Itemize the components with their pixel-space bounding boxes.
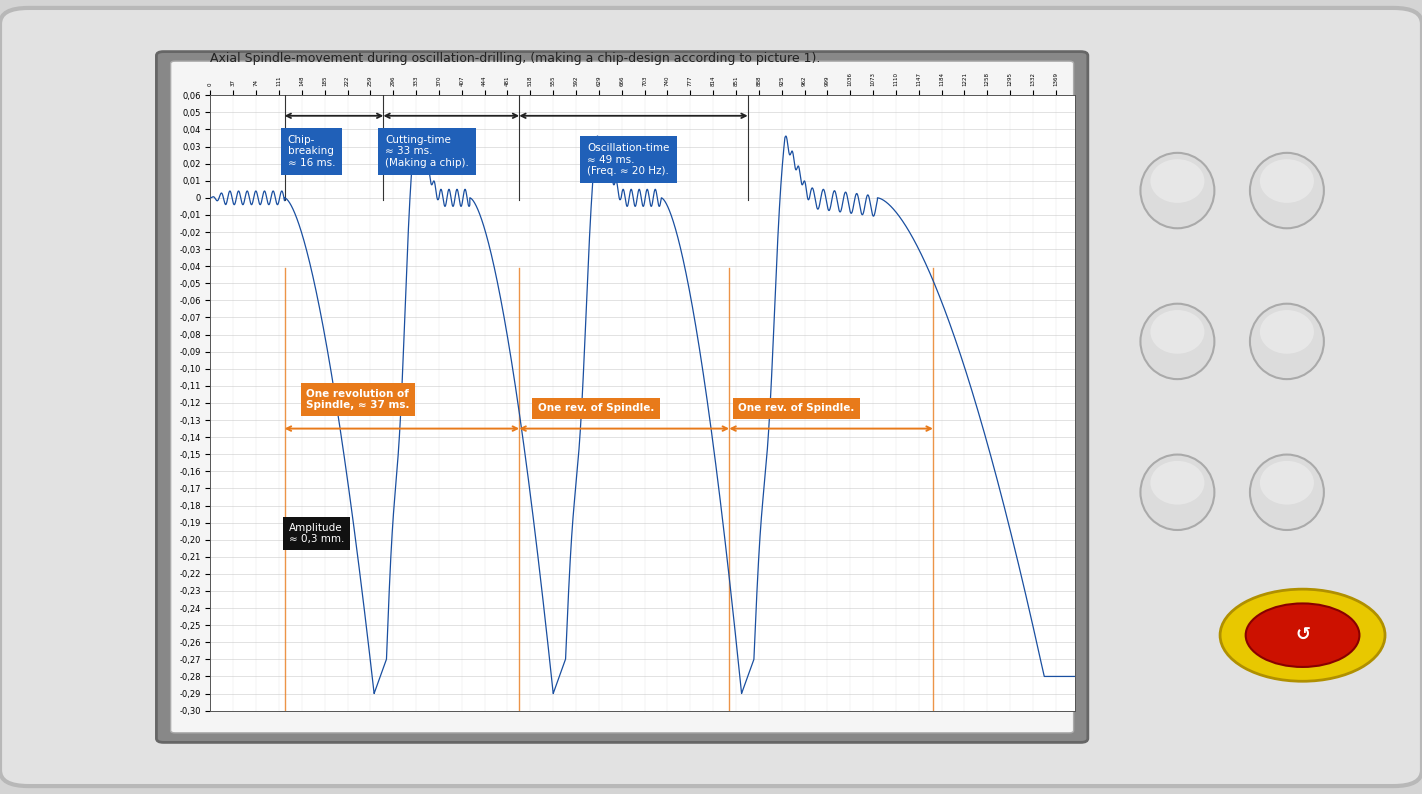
Ellipse shape: [1140, 304, 1214, 380]
FancyBboxPatch shape: [171, 61, 1074, 733]
Text: Oscillation-time
≈ 49 ms.
(Freq. ≈ 20 Hz).: Oscillation-time ≈ 49 ms. (Freq. ≈ 20 Hz…: [587, 143, 670, 176]
Text: Chip-
breaking
≈ 16 ms.: Chip- breaking ≈ 16 ms.: [287, 135, 336, 168]
Text: One revolution of
Spindle, ≈ 37 ms.: One revolution of Spindle, ≈ 37 ms.: [306, 389, 410, 410]
Text: ↺: ↺: [1295, 626, 1310, 644]
Text: One rev. of Spindle.: One rev. of Spindle.: [738, 403, 855, 413]
Ellipse shape: [1140, 152, 1214, 229]
Ellipse shape: [1260, 461, 1314, 505]
Circle shape: [1246, 603, 1359, 667]
Ellipse shape: [1150, 310, 1204, 354]
Ellipse shape: [1260, 310, 1314, 354]
Text: Axial Spindle-movement during oscillation-drilling, (making a chip-design accord: Axial Spindle-movement during oscillatio…: [210, 52, 820, 65]
Text: Amplitude
≈ 0,3 mm.: Amplitude ≈ 0,3 mm.: [289, 522, 344, 544]
FancyBboxPatch shape: [0, 8, 1422, 786]
Ellipse shape: [1150, 461, 1204, 505]
Ellipse shape: [1250, 454, 1324, 530]
Ellipse shape: [1250, 304, 1324, 380]
Ellipse shape: [1260, 159, 1314, 203]
Circle shape: [1220, 589, 1385, 681]
FancyBboxPatch shape: [156, 52, 1088, 742]
Text: Cutting-time
≈ 33 ms.
(Making a chip).: Cutting-time ≈ 33 ms. (Making a chip).: [385, 135, 469, 168]
Ellipse shape: [1150, 159, 1204, 203]
Ellipse shape: [1250, 152, 1324, 229]
Text: One rev. of Spindle.: One rev. of Spindle.: [538, 403, 654, 413]
Ellipse shape: [1140, 454, 1214, 530]
